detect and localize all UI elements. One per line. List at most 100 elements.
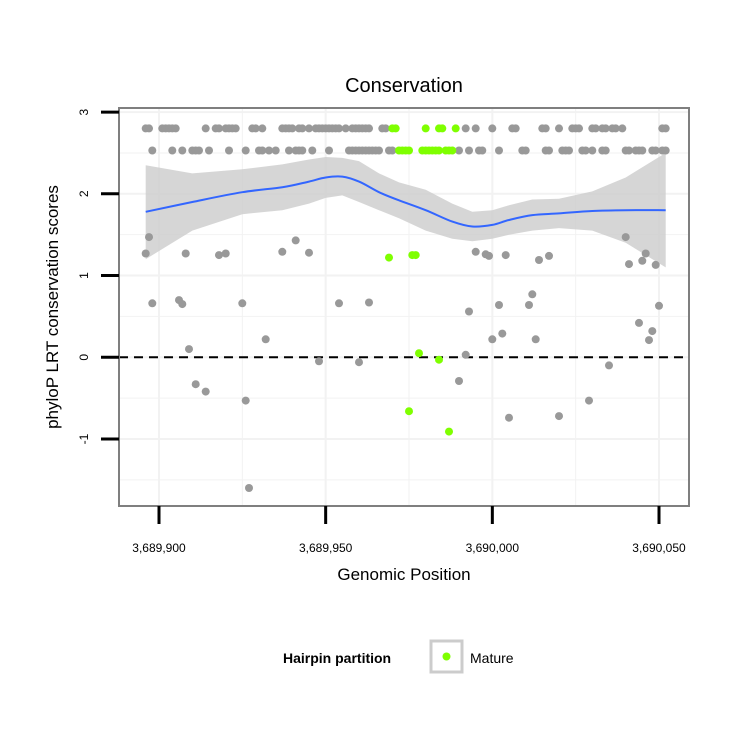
x-tick-label-2: 3,690,000: [466, 541, 520, 555]
y-tick-label-2: 1: [77, 272, 91, 279]
plot-panel-background: [119, 108, 689, 506]
point-other-20: [288, 124, 297, 133]
point-other-167: [655, 301, 663, 310]
point-other-98: [521, 146, 530, 155]
point-other-93: [465, 146, 473, 155]
point-other-138: [355, 358, 363, 367]
point-other-42: [471, 124, 480, 133]
point-other-62: [168, 146, 177, 155]
point-other-146: [488, 335, 497, 344]
point-other-1: [145, 124, 153, 133]
x-tick-label-3: 3,690,050: [632, 541, 686, 555]
point-other-47: [541, 124, 550, 133]
point-other-119: [145, 233, 153, 242]
y-tick-label-0: -1: [77, 433, 91, 444]
point-other-91: [388, 146, 397, 155]
point-other-113: [638, 146, 647, 155]
point-other-164: [645, 336, 653, 345]
chart-title: Conservation: [345, 75, 463, 97]
point-other-13: [231, 124, 240, 133]
point-other-45: [511, 124, 520, 133]
point-other-123: [181, 249, 190, 258]
point-other-125: [191, 380, 200, 389]
point-other-58: [618, 124, 627, 133]
point-other-71: [258, 146, 267, 155]
point-other-128: [221, 249, 230, 258]
x-tick-label-0: 3,689,900: [132, 541, 186, 555]
point-other-159: [621, 233, 630, 242]
point-other-43: [488, 124, 497, 133]
point-other-148: [498, 329, 507, 338]
smooth-confidence-ribbon: [145, 152, 666, 268]
point-other-127: [215, 251, 223, 260]
point-other-137: [335, 299, 343, 308]
point-other-166: [651, 260, 660, 269]
point-other-158: [605, 361, 613, 370]
point-other-32: [341, 124, 350, 133]
point-other-103: [565, 146, 573, 155]
point-other-31: [335, 124, 343, 133]
point-other-92: [455, 146, 463, 155]
plot-panel-border: [118, 107, 690, 507]
legend: Hairpin partition Mature: [283, 639, 514, 674]
point-mature-22: [415, 349, 423, 358]
point-other-160: [625, 260, 633, 269]
point-other-134: [291, 236, 300, 245]
point-other-79: [325, 146, 333, 155]
point-other-165: [648, 327, 657, 336]
point-other-16: [258, 124, 267, 133]
point-other-57: [611, 124, 620, 133]
point-other-9: [215, 124, 223, 133]
point-other-100: [545, 146, 553, 155]
point-other-151: [525, 301, 533, 309]
point-other-139: [365, 298, 373, 307]
point-other-110: [625, 146, 633, 155]
y-axis-title: phyloP LRT conservation scores: [43, 185, 62, 429]
point-other-95: [478, 146, 487, 155]
point-mature-19: [385, 253, 393, 262]
point-other-106: [588, 146, 597, 155]
y-axis: -1 0 1 2 3: [77, 108, 119, 444]
point-other-149: [501, 251, 510, 260]
point-other-156: [555, 412, 563, 421]
point-other-133: [278, 247, 287, 256]
point-other-118: [141, 249, 150, 258]
point-other-126: [201, 387, 210, 396]
x-axis: 3,689,900 3,689,950 3,690,000 3,690,050: [132, 506, 686, 555]
point-other-162: [638, 256, 647, 265]
point-other-115: [651, 146, 660, 155]
point-mature-1: [391, 124, 400, 133]
point-other-72: [265, 146, 273, 155]
y-tick-label-4: 3: [77, 108, 91, 115]
point-other-163: [641, 249, 650, 258]
point-other-147: [495, 301, 503, 309]
point-other-153: [531, 335, 540, 344]
legend-title: Hairpin partition: [283, 650, 391, 666]
point-other-142: [465, 307, 473, 316]
point-other-6: [171, 124, 180, 133]
point-other-15: [251, 124, 260, 133]
point-other-63: [178, 146, 187, 155]
point-mature-18: [448, 146, 457, 155]
point-other-120: [148, 299, 157, 308]
point-other-122: [178, 300, 187, 309]
point-other-69: [241, 146, 250, 155]
point-other-96: [495, 146, 503, 155]
point-other-48: [555, 124, 563, 133]
point-other-41: [461, 124, 470, 133]
point-other-129: [238, 299, 247, 308]
point-other-77: [298, 146, 307, 155]
point-other-89: [375, 146, 383, 155]
point-other-105: [581, 146, 590, 155]
point-other-150: [505, 413, 513, 422]
point-other-161: [635, 318, 643, 327]
point-other-51: [575, 124, 583, 133]
y-tick-label-3: 2: [77, 190, 91, 197]
point-other-23: [305, 124, 313, 133]
point-other-136: [315, 357, 323, 366]
point-other-132: [261, 335, 270, 344]
point-mature-5: [451, 124, 460, 133]
point-other-61: [148, 146, 157, 155]
legend-key-mature-point: [442, 652, 451, 661]
